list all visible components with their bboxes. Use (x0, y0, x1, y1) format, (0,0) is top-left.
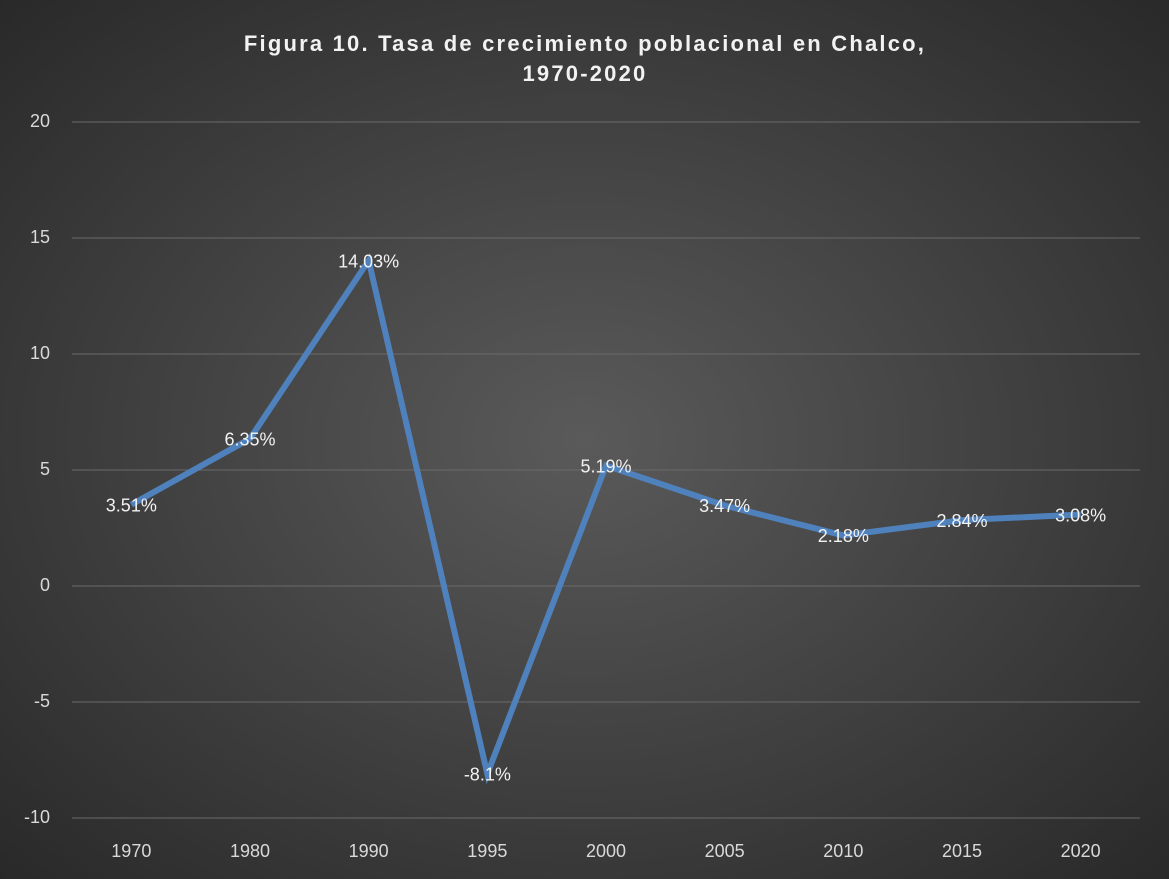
y-tick-label: 5 (40, 459, 50, 479)
y-tick-label: -5 (34, 691, 50, 711)
y-tick-label: 10 (30, 343, 50, 363)
data-label: 3.51% (106, 495, 157, 515)
line (129, 253, 1081, 785)
chart-title: 1970-2020 (522, 61, 647, 86)
data-label: 3.47% (699, 496, 750, 516)
x-tick-label: 2000 (586, 841, 626, 861)
x-tick-label: 2015 (942, 841, 982, 861)
data-label: -8.1% (464, 765, 511, 785)
y-tick-label: -10 (24, 807, 50, 827)
data-label: 6.35% (224, 429, 275, 449)
x-tick-label: 2005 (705, 841, 745, 861)
x-tick-label: 1980 (230, 841, 270, 861)
x-tick-label: 2010 (823, 841, 863, 861)
x-tick-label: 2020 (1061, 841, 1101, 861)
y-tick-label: 0 (40, 575, 50, 595)
data-label: 14.03% (338, 251, 399, 271)
x-tick-label: 1990 (349, 841, 389, 861)
x-tick-label: 1970 (111, 841, 151, 861)
y-tick-label: 15 (30, 227, 50, 247)
data-label: 2.84% (936, 511, 987, 531)
data-label: 5.19% (580, 456, 631, 476)
y-tick-label: 20 (30, 111, 50, 131)
data-label: 3.08% (1055, 505, 1106, 525)
chart-title: Figura 10. Tasa de crecimiento poblacion… (244, 31, 926, 56)
data-label: 2.18% (818, 526, 869, 546)
x-tick-label: 1995 (467, 841, 507, 861)
